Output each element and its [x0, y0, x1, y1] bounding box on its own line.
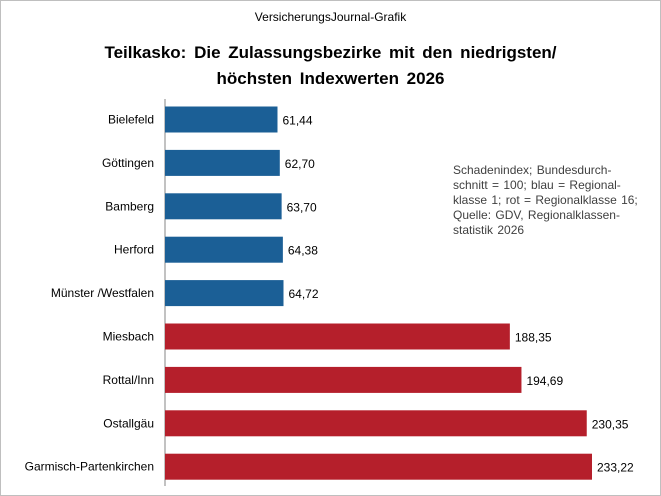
note-line-1: Schadenindex; Bundesdurch-: [453, 163, 612, 177]
bar-1: [165, 149, 280, 176]
value-label-6: 194,69: [526, 374, 563, 388]
bar-4: [165, 280, 284, 307]
category-label-2: Bamberg: [105, 199, 154, 213]
category-label-1: Göttingen: [102, 156, 154, 170]
value-label-7: 230,35: [592, 417, 629, 431]
value-label-0: 61,44: [282, 114, 312, 128]
category-label-4: Münster /Westfalen: [51, 286, 154, 300]
bar-3: [165, 236, 283, 263]
note-line-5: statistik 2026: [453, 223, 525, 237]
chart-title: Teilkasko: Die Zulassungsbezirke mit den…: [0, 40, 661, 92]
value-label-5: 188,35: [515, 331, 552, 345]
bar-0: [165, 106, 278, 133]
note-line-3: klasse 1; rot = Regionalklasse 16;: [453, 193, 638, 207]
value-label-1: 62,70: [285, 157, 315, 171]
category-label-8: Garmisch-Partenkirchen: [25, 460, 154, 474]
note-line-2: schnitt = 100; blau = Regional-: [453, 178, 621, 192]
bar-6: [165, 366, 522, 393]
bar-8: [165, 453, 592, 480]
note-line-4: Quelle: GDV, Regionalklassen-: [453, 208, 620, 222]
category-label-6: Rottal/Inn: [103, 373, 154, 387]
category-label-3: Herford: [114, 243, 154, 257]
value-label-4: 64,72: [288, 287, 318, 301]
value-label-8: 233,22: [597, 461, 634, 475]
chart-title-line-1: Teilkasko: Die Zulassungsbezirke mit den…: [104, 43, 557, 62]
category-label-0: Bielefeld: [108, 113, 154, 127]
source-label: VersicherungsJournal-Grafik: [254, 10, 407, 24]
value-label-3: 64,38: [288, 244, 318, 258]
chart-title-line-2: höchsten Indexwerten 2026: [216, 69, 445, 88]
value-label-2: 63,70: [287, 200, 317, 214]
bar-7: [165, 410, 587, 437]
category-label-7: Ostallgäu: [103, 416, 154, 430]
category-label-5: Miesbach: [103, 330, 154, 344]
bar-5: [165, 323, 510, 350]
chart-note: Schadenindex; Bundesdurch- schnitt = 100…: [453, 163, 653, 238]
bar-2: [165, 193, 282, 220]
